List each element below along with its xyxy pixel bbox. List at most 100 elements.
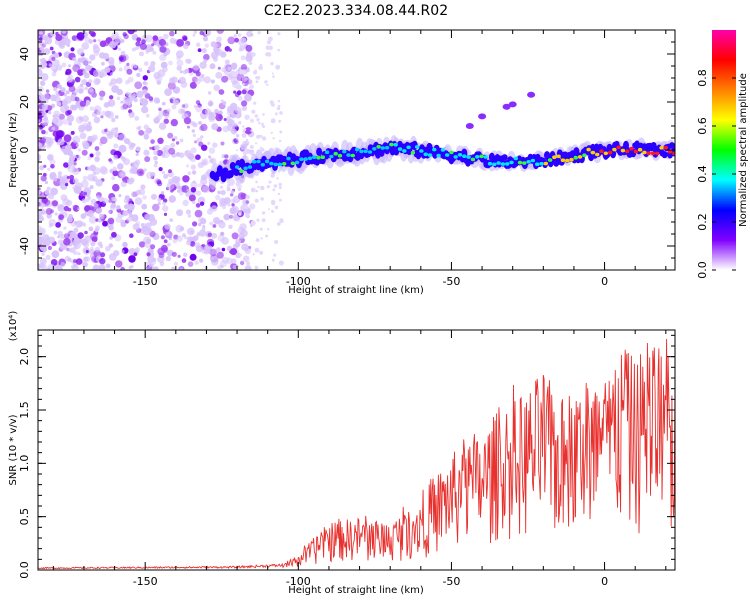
- noise-speckle: [270, 61, 274, 66]
- noise-speckle: [250, 220, 256, 226]
- noise-speckle: [99, 52, 106, 59]
- noise-speckle: [101, 110, 107, 116]
- noise-speckle: [152, 50, 157, 55]
- y-tick-label: 40: [18, 47, 31, 61]
- noise-speckle: [64, 144, 72, 152]
- noise-speckle: [186, 188, 190, 193]
- noise-speckle: [73, 204, 79, 211]
- noise-speckle: [227, 36, 236, 45]
- snr-y-ticks: 0.0 0.5 1.0 1.5 2.0: [18, 334, 675, 579]
- noise-speckle: [217, 66, 221, 70]
- noise-speckle: [245, 200, 250, 204]
- noise-speckle: [127, 76, 134, 83]
- noise-speckle: [53, 52, 60, 58]
- noise-speckle: [204, 30, 211, 37]
- noise-speckle: [254, 114, 258, 118]
- spectrogram-y-ticks: -40 -20 0 20 40: [18, 29, 675, 271]
- noise-speckle: [93, 69, 101, 78]
- noise-speckle: [223, 213, 230, 221]
- noise-speckle: [204, 43, 209, 48]
- noise-speckle: [109, 72, 114, 76]
- noise-speckle: [42, 197, 49, 204]
- noise-speckle: [72, 177, 79, 184]
- noise-speckle: [208, 207, 212, 211]
- noise-speckle: [45, 208, 53, 215]
- noise-speckle: [254, 265, 259, 270]
- noise-speckle: [275, 112, 278, 116]
- noise-speckle: [259, 134, 263, 138]
- noise-speckle: [125, 91, 130, 97]
- noise-speckle: [259, 146, 263, 150]
- noise-speckle: [208, 155, 212, 159]
- noise-speckle: [242, 125, 245, 128]
- noise-speckle: [189, 81, 197, 89]
- noise-speckle: [149, 146, 153, 150]
- noise-speckle: [90, 198, 97, 205]
- noise-speckle: [258, 121, 261, 125]
- noise-speckle: [212, 224, 217, 228]
- noise-speckle: [259, 227, 263, 231]
- noise-speckle: [69, 174, 75, 180]
- ridge-highlight: [397, 147, 403, 151]
- noise-speckle: [138, 241, 146, 248]
- noise-speckle: [197, 217, 205, 224]
- noise-speckle: [236, 149, 239, 152]
- noise-speckle: [64, 255, 71, 262]
- noise-speckle: [201, 144, 208, 151]
- noise-speckle: [235, 241, 241, 248]
- noise-speckle: [231, 203, 235, 207]
- noise-speckle: [273, 253, 277, 257]
- noise-speckle: [67, 150, 74, 157]
- noise-speckle: [151, 193, 157, 200]
- noise-speckle: [94, 156, 100, 162]
- noise-speckle: [120, 249, 125, 254]
- ridge-highlight: [565, 158, 570, 163]
- noise-speckle: [43, 98, 49, 104]
- noise-speckle: [144, 156, 151, 163]
- noise-speckle: [65, 90, 70, 95]
- noise-speckle: [108, 198, 113, 203]
- noise-speckle: [210, 205, 218, 212]
- noise-speckle: [145, 113, 150, 118]
- noise-speckle: [246, 30, 253, 38]
- noise-speckle: [41, 111, 47, 117]
- noise-speckle: [130, 95, 136, 101]
- noise-speckle: [114, 133, 119, 138]
- noise-speckle: [45, 109, 49, 113]
- snr-frame: [37, 329, 676, 571]
- noise-speckle: [39, 165, 45, 171]
- noise-speckle: [234, 37, 240, 43]
- noise-speckle: [81, 149, 88, 156]
- noise-speckle: [138, 129, 145, 136]
- noise-speckle: [250, 145, 254, 149]
- noise-speckle: [220, 264, 224, 269]
- noise-speckle: [203, 76, 211, 84]
- noise-speckle: [99, 213, 105, 220]
- noise-speckle: [47, 192, 55, 200]
- ridge-highlight: [470, 157, 476, 162]
- noise-speckle: [109, 95, 114, 100]
- noise-speckle: [169, 218, 174, 223]
- noise-speckle: [139, 51, 144, 57]
- noise-speckle: [106, 102, 112, 107]
- ridge-core: [573, 147, 580, 157]
- noise-speckle: [122, 32, 127, 37]
- ridge-highlight: [419, 149, 424, 153]
- noise-speckle: [88, 226, 94, 232]
- noise-speckle: [87, 174, 95, 182]
- noise-speckle: [237, 38, 245, 46]
- noise-speckle: [270, 173, 275, 178]
- noise-speckle: [90, 31, 97, 38]
- noise-speckle: [38, 225, 42, 231]
- noise-speckle: [178, 267, 184, 270]
- noise-speckle: [186, 240, 192, 246]
- noise-speckle: [92, 171, 97, 176]
- noise-speckle: [229, 70, 237, 79]
- ridge-highlight: [457, 153, 463, 157]
- noise-speckle: [215, 113, 223, 122]
- ridge-highlight: [277, 162, 283, 167]
- noise-speckle: [38, 49, 42, 53]
- noise-speckle: [148, 258, 156, 266]
- noise-speckle: [180, 108, 186, 114]
- noise-speckle: [93, 50, 100, 56]
